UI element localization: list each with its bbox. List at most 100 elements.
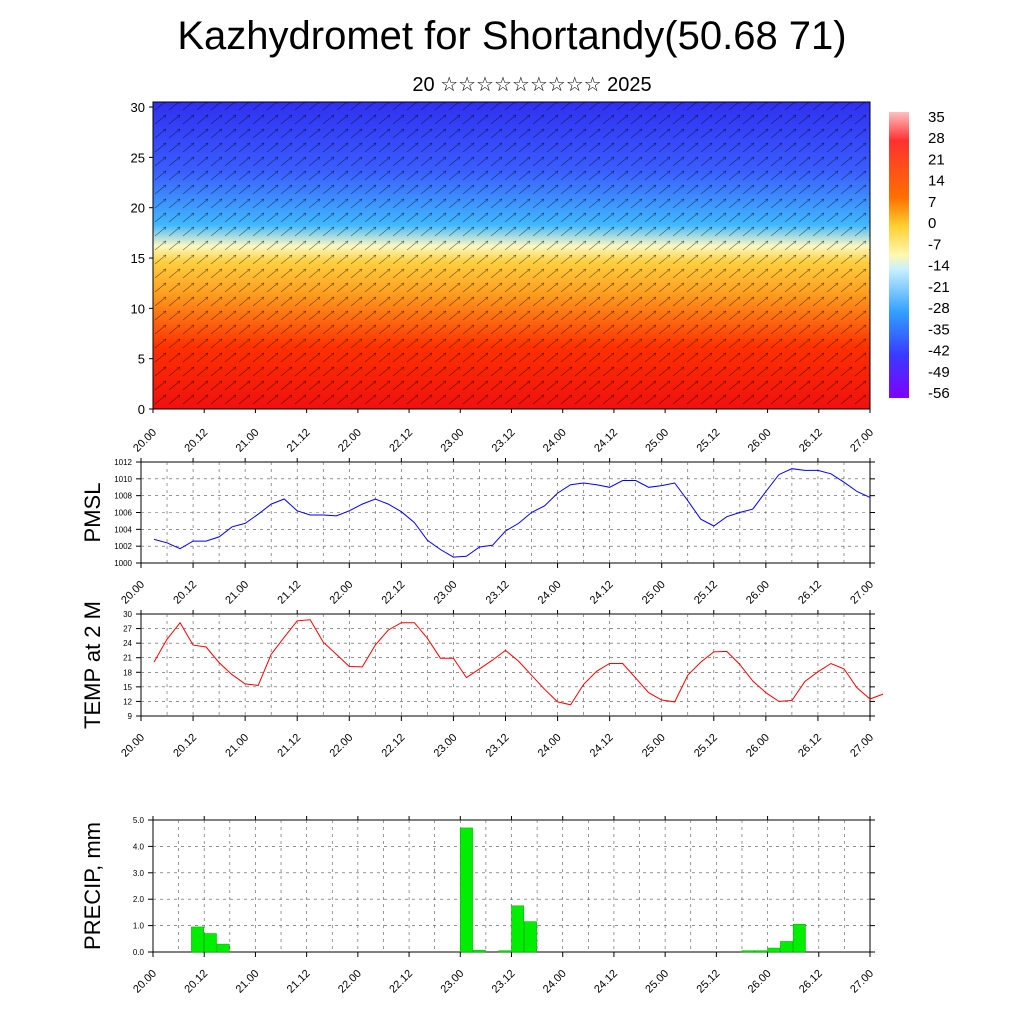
cross-section-ytick-label: 15 bbox=[131, 251, 145, 266]
colorbar bbox=[889, 112, 909, 398]
colorbar-label: 14 bbox=[928, 173, 945, 190]
colorbar-label: -42 bbox=[928, 343, 950, 360]
cross-section-ytick-label: 25 bbox=[131, 150, 145, 165]
colorbar-label: 28 bbox=[928, 130, 945, 147]
cross-section-ytick-label: 20 bbox=[131, 201, 145, 216]
pmsl-xtick-label: 27.00 bbox=[848, 579, 876, 607]
temp-xtick-label: 22.00 bbox=[327, 732, 355, 760]
precip-bar bbox=[191, 926, 204, 953]
precip-bar bbox=[460, 827, 473, 953]
precip-xtick-label: 23.12 bbox=[490, 968, 518, 996]
precip-ytick-label: 2.0 bbox=[133, 895, 145, 904]
temp-ytick-label: 12 bbox=[123, 697, 132, 706]
pmsl-xtick-label: 23.12 bbox=[484, 579, 512, 607]
temp-series-line bbox=[153, 619, 884, 706]
cross-section-xtick-label: 26.12 bbox=[797, 427, 825, 455]
cross-section-xtick-label: 20.00 bbox=[131, 427, 159, 455]
temp-xtick-label: 25.00 bbox=[640, 732, 668, 760]
precip-xtick-label: 20.00 bbox=[131, 968, 159, 996]
cross-section-xtick-label: 23.12 bbox=[490, 427, 518, 455]
pmsl-ytick-label: 1002 bbox=[114, 542, 132, 551]
cross-section-ytick-label: 10 bbox=[131, 301, 145, 316]
chart-subtitle: 20 ☆☆☆☆☆☆☆☆☆ 2025 bbox=[412, 74, 652, 96]
cross-section-xtick-label: 21.00 bbox=[234, 427, 262, 455]
pmsl-ytick-label: 1010 bbox=[114, 475, 132, 484]
precip-xtick-label: 22.12 bbox=[387, 968, 415, 996]
colorbar-label: 21 bbox=[928, 151, 945, 168]
cross-section-xtick-label: 22.12 bbox=[387, 427, 415, 455]
colorbar-label: -21 bbox=[928, 279, 950, 296]
pmsl-xtick-label: 20.12 bbox=[171, 579, 199, 607]
precip-xtick-label: 21.12 bbox=[285, 968, 313, 996]
precip-bar bbox=[741, 950, 755, 953]
cross-section-xtick-label: 20.12 bbox=[182, 427, 210, 455]
precip-bar bbox=[472, 949, 486, 953]
pmsl-xtick-label: 22.12 bbox=[380, 579, 408, 607]
colorbar-label: -49 bbox=[928, 364, 950, 381]
precip-xtick-label: 24.12 bbox=[592, 968, 620, 996]
colorbar-label: 0 bbox=[928, 215, 936, 232]
temp-xtick-label: 25.12 bbox=[692, 732, 720, 760]
temp-xtick-label: 22.12 bbox=[380, 732, 408, 760]
pmsl-xtick-label: 26.12 bbox=[796, 579, 824, 607]
precip-bar bbox=[498, 950, 512, 953]
precip-bar bbox=[203, 933, 217, 953]
pmsl-xtick-label: 24.00 bbox=[536, 579, 564, 607]
precip-xtick-label: 22.00 bbox=[336, 968, 364, 996]
colorbar-label: -35 bbox=[928, 321, 950, 338]
temp-ytick-label: 30 bbox=[123, 610, 132, 619]
temp-ytick-label: 15 bbox=[123, 683, 132, 692]
temp-xtick-label: 27.00 bbox=[848, 732, 876, 760]
precip-xtick-label: 26.12 bbox=[797, 968, 825, 996]
cross-section-ytick-label: 5 bbox=[138, 352, 145, 367]
temp-ytick-label: 9 bbox=[128, 712, 133, 721]
temp-ytick-label: 18 bbox=[123, 668, 132, 677]
precip-ytick-label: 0.0 bbox=[133, 948, 145, 957]
pmsl-xtick-label: 26.00 bbox=[744, 579, 772, 607]
colorbar-label: -28 bbox=[928, 300, 950, 317]
temp-xtick-label: 24.12 bbox=[588, 732, 616, 760]
pmsl-xtick-label: 23.00 bbox=[432, 579, 460, 607]
precip-bar bbox=[792, 924, 806, 953]
precip-ylabel: PRECIP, mm bbox=[80, 822, 105, 950]
colorbar-label: 7 bbox=[928, 194, 936, 211]
temp-xtick-label: 26.00 bbox=[744, 732, 772, 760]
colorbar-label: -56 bbox=[928, 385, 950, 402]
pmsl-ytick-label: 1004 bbox=[114, 525, 132, 534]
pmsl-ytick-label: 1006 bbox=[114, 509, 132, 518]
cross-section-xtick-label: 27.00 bbox=[848, 427, 876, 455]
precip-ytick-label: 3.0 bbox=[133, 869, 145, 878]
temp-xtick-label: 21.00 bbox=[223, 732, 251, 760]
precip-bar bbox=[524, 921, 537, 953]
precip-xtick-label: 25.00 bbox=[643, 968, 671, 996]
precip-xtick-label: 21.00 bbox=[234, 968, 262, 996]
precip-xtick-label: 24.00 bbox=[541, 968, 569, 996]
temp-xtick-label: 20.12 bbox=[171, 732, 199, 760]
pmsl-xtick-label: 22.00 bbox=[327, 579, 355, 607]
temp-xtick-label: 26.12 bbox=[796, 732, 824, 760]
chart-title: Kazhydromet for Shortandy(50.68 71) bbox=[177, 14, 847, 58]
pmsl-xtick-label: 25.12 bbox=[692, 579, 720, 607]
temp-ytick-label: 24 bbox=[123, 639, 132, 648]
cross-section-xtick-label: 25.00 bbox=[643, 427, 671, 455]
pmsl-ytick-label: 1012 bbox=[114, 458, 132, 467]
precip-xtick-label: 20.12 bbox=[182, 968, 210, 996]
cross-section-xtick-label: 24.12 bbox=[592, 427, 620, 455]
precip-ytick-label: 4.0 bbox=[133, 842, 145, 851]
precip-bar bbox=[767, 947, 781, 953]
colorbar-label: 35 bbox=[928, 109, 945, 126]
cross-section-ytick-label: 30 bbox=[131, 100, 145, 115]
precip-xtick-label: 26.00 bbox=[746, 968, 774, 996]
precip-bar bbox=[216, 943, 230, 953]
pmsl-xtick-label: 20.00 bbox=[119, 579, 147, 607]
precip-xtick-label: 27.00 bbox=[848, 968, 876, 996]
pmsl-xtick-label: 25.00 bbox=[640, 579, 668, 607]
temp-xtick-label: 24.00 bbox=[536, 732, 564, 760]
temp-ytick-label: 21 bbox=[123, 654, 132, 663]
temp-xtick-label: 23.12 bbox=[484, 732, 512, 760]
pmsl-ytick-label: 1008 bbox=[114, 492, 132, 501]
cross-section-xtick-label: 23.00 bbox=[438, 427, 466, 455]
precip-ytick-label: 1.0 bbox=[133, 922, 145, 931]
pmsl-ylabel: PMSL bbox=[80, 483, 105, 543]
